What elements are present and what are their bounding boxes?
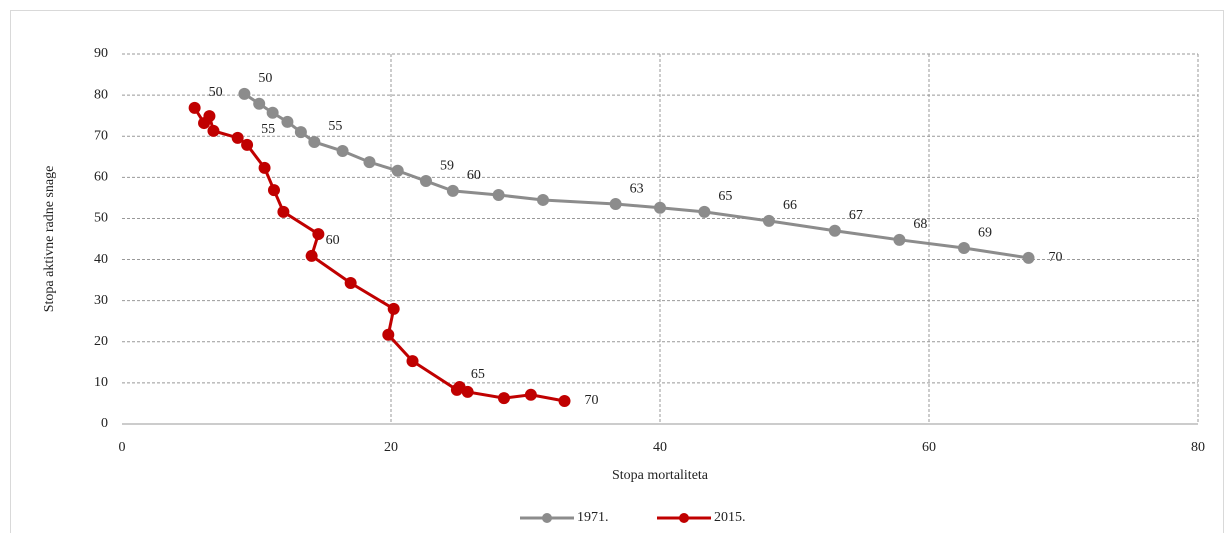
chart-border (10, 10, 1224, 533)
point (893, 233, 906, 246)
x-axis-label: Stopa mortaliteta (612, 468, 709, 483)
point-label: 55 (328, 119, 342, 134)
y-axis-label: Stopa aktivne radne snage (42, 166, 57, 313)
point (281, 115, 294, 128)
point-label: 63 (630, 181, 644, 196)
point (344, 276, 357, 289)
legend-label: 1971. (577, 510, 609, 525)
legend-marker (542, 513, 552, 523)
point (762, 214, 775, 227)
point-label: 65 (718, 189, 732, 204)
y-tick-label: 0 (101, 416, 108, 431)
point (231, 131, 244, 144)
point-label: 60 (467, 168, 481, 183)
y-tick-label: 80 (94, 87, 108, 102)
x-tick-label: 80 (1191, 440, 1205, 455)
point (387, 302, 400, 315)
point (524, 388, 537, 401)
point (391, 164, 404, 177)
point (277, 205, 290, 218)
point (609, 198, 622, 211)
point (957, 242, 970, 255)
point (312, 228, 325, 241)
point (336, 145, 349, 158)
point (267, 184, 280, 197)
point-label: 59 (440, 158, 454, 173)
series-line (243, 92, 1029, 260)
series-line (193, 107, 565, 403)
point-label: 70 (585, 393, 599, 408)
point (382, 328, 395, 341)
x-tick-label: 60 (922, 440, 936, 455)
point (203, 110, 216, 123)
legend-marker (679, 513, 689, 523)
point (253, 97, 266, 110)
point-label: 67 (849, 208, 863, 223)
point (446, 184, 459, 197)
point (558, 394, 571, 407)
point (536, 193, 549, 206)
x-tick-label: 40 (653, 440, 667, 455)
point (258, 161, 271, 174)
point (305, 249, 318, 262)
y-tick-label: 10 (94, 375, 108, 390)
point (188, 101, 201, 114)
point (419, 175, 432, 188)
point (492, 189, 505, 202)
point (654, 201, 666, 214)
y-tick-label: 60 (94, 170, 108, 185)
y-tick-label: 70 (94, 128, 108, 143)
y-tick-label: 30 (94, 293, 108, 308)
point (308, 135, 321, 148)
legend-label: 2015. (714, 510, 746, 525)
point-label: 60 (326, 233, 340, 248)
point (461, 385, 474, 398)
x-tick-label: 20 (384, 440, 398, 455)
y-tick-label: 40 (94, 252, 108, 267)
point (266, 106, 279, 119)
point (406, 355, 419, 368)
point (241, 138, 254, 151)
y-tick-label: 90 (94, 46, 108, 61)
point (294, 126, 307, 139)
point-label: 66 (783, 198, 797, 213)
point-label: 50 (258, 71, 272, 86)
point-label: 55 (261, 122, 275, 137)
point (698, 205, 711, 218)
point-label: 69 (978, 225, 992, 240)
point-label: 65 (471, 367, 485, 382)
x-tick-label: 0 (119, 440, 126, 455)
point (363, 156, 376, 169)
y-tick-label: 20 (94, 334, 108, 349)
point (828, 224, 841, 237)
point-label: 50 (209, 85, 223, 100)
point-label: 68 (913, 217, 927, 232)
point (1022, 251, 1035, 264)
point (497, 392, 510, 405)
point-label: 70 (1049, 250, 1063, 265)
y-tick-label: 50 (94, 211, 108, 226)
point (207, 124, 220, 137)
point (238, 87, 251, 100)
